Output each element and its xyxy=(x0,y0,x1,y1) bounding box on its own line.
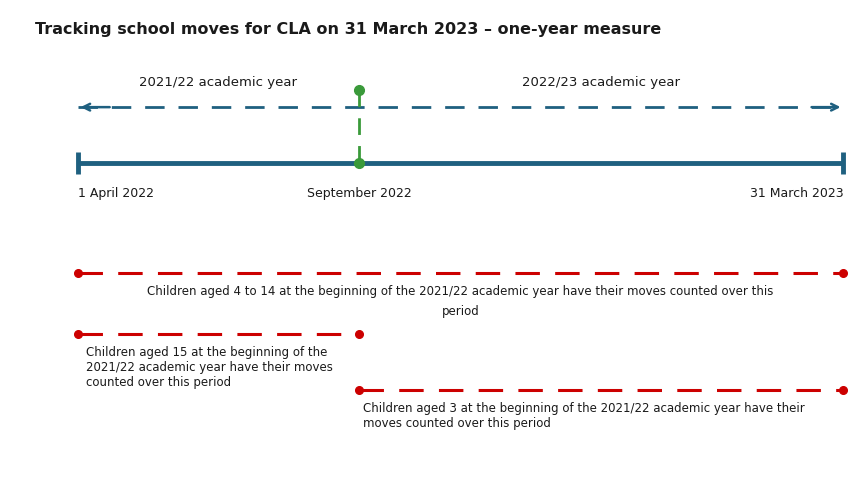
Text: September 2022: September 2022 xyxy=(306,187,412,201)
Text: period: period xyxy=(442,305,479,318)
Text: 2022/23 academic year: 2022/23 academic year xyxy=(522,75,680,89)
Text: Children aged 4 to 14 at the beginning of the 2021/22 academic year have their m: Children aged 4 to 14 at the beginning o… xyxy=(147,285,774,298)
Text: Tracking school moves for CLA on 31 March 2023 – one-year measure: Tracking school moves for CLA on 31 Marc… xyxy=(35,22,661,37)
Text: 31 March 2023: 31 March 2023 xyxy=(750,187,843,201)
Text: Children aged 3 at the beginning of the 2021/22 academic year have their
moves c: Children aged 3 at the beginning of the … xyxy=(363,402,805,430)
Text: Children aged 15 at the beginning of the
2021/22 academic year have their moves
: Children aged 15 at the beginning of the… xyxy=(86,346,333,389)
Text: 1 April 2022: 1 April 2022 xyxy=(78,187,154,201)
Text: 2021/22 academic year: 2021/22 academic year xyxy=(139,75,298,89)
